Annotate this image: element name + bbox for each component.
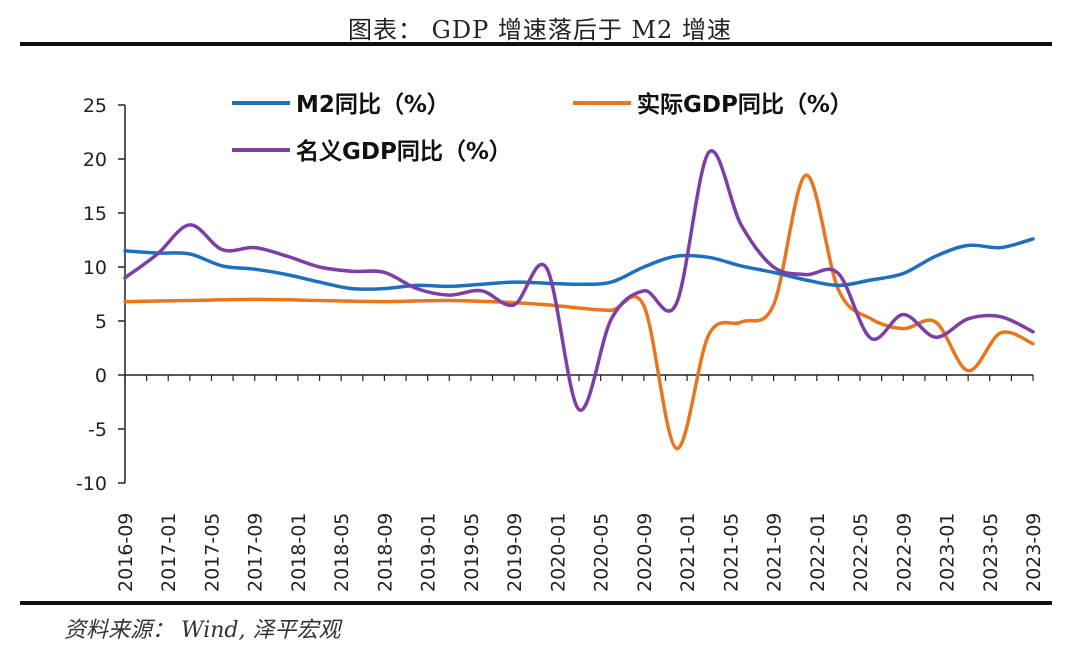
x-tick-label: 2017-01	[158, 513, 180, 592]
chart-axes: 25 20 15 10 5 0 -5 -10 2016-09 2017-01 2017-05 2017…	[76, 95, 1045, 592]
series-line-nominal	[123, 149, 1035, 412]
x-tick-label: 2023-01	[937, 513, 959, 592]
x-tick-label: 2017-05	[201, 513, 223, 592]
x-tick-label: 2018-05	[331, 513, 353, 592]
y-tick-label: 10	[83, 257, 107, 279]
x-tick-label: 2022-01	[807, 513, 829, 592]
series-line-m2	[123, 237, 1035, 291]
legend-label-m2: M2同比（%）	[296, 91, 450, 118]
x-tick-label: 2018-01	[288, 513, 310, 592]
x-tick-label: 2018-09	[374, 513, 396, 592]
bottom-rule	[20, 601, 1052, 605]
y-tick-label: -5	[88, 419, 107, 441]
x-tick-label: 2021-05	[720, 513, 742, 592]
x-tick-label: 2017-09	[245, 513, 267, 592]
legend-label-real: 实际GDP同比（%）	[637, 91, 853, 118]
chart-legend: M2同比（%） 实际GDP同比（%） 名义GDP同比（%）	[232, 91, 853, 165]
x-tick-label: 2021-01	[677, 513, 699, 592]
y-tick-label: 5	[95, 311, 107, 333]
series-line-real	[123, 173, 1035, 451]
chart-title: 图表： GDP 增速落后于 M2 增速	[348, 16, 732, 44]
y-tick-label: 25	[83, 95, 107, 117]
x-tick-label: 2023-05	[980, 513, 1002, 592]
x-tick-label: 2019-05	[461, 513, 483, 592]
line-chart: 25 20 15 10 5 0 -5 -10 2016-09 2017-01 2017-05 2017…	[76, 91, 1045, 592]
x-tick-label: 2020-05	[591, 513, 613, 592]
x-tick-label: 2022-09	[893, 513, 915, 592]
y-tick-label: 15	[83, 203, 107, 225]
x-tick-label: 2020-09	[634, 513, 656, 592]
legend-label-nominal: 名义GDP同比（%）	[296, 138, 512, 165]
x-tick-label: 2021-09	[764, 513, 786, 592]
chart-series	[123, 149, 1035, 451]
x-tick-label: 2022-05	[850, 513, 872, 592]
x-tick-label: 2019-01	[418, 513, 440, 592]
source-note: 资料来源： Wind, 泽平宏观	[64, 618, 341, 643]
top-rule	[20, 42, 1052, 46]
x-tick-label: 2023-09	[1023, 513, 1045, 592]
y-tick-label: 0	[95, 365, 107, 387]
x-tick-label: 2016-09	[115, 513, 137, 592]
x-tick-label: 2019-09	[504, 513, 526, 592]
y-tick-label: 20	[83, 149, 107, 171]
y-tick-label: -10	[76, 473, 107, 495]
x-tick-label: 2020-01	[547, 513, 569, 592]
